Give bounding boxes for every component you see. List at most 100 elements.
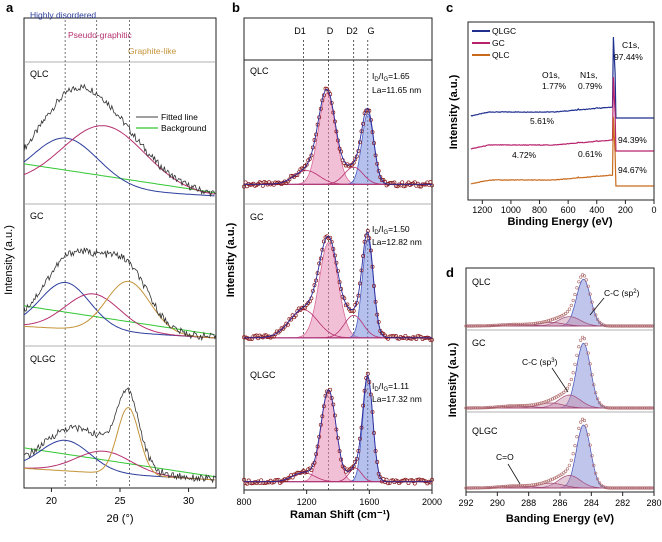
panel-d-point-QLC-10 (483, 324, 487, 328)
panel-d-point-QLGC-56 (569, 458, 573, 462)
legend-c-qlgc-label: QLGC (492, 26, 516, 36)
panel-d-point-GC-73 (601, 405, 605, 409)
panel-d-point-QLC-13 (488, 324, 493, 328)
panel-d-point-QLGC-93 (639, 486, 643, 490)
panel-d-point-GC-64 (584, 342, 588, 346)
panel-d-point-GC-27 (515, 404, 519, 408)
panel-d-point-QLC-30 (520, 322, 525, 326)
panel-d-point-QLC-11 (485, 324, 489, 328)
panel-b-point-GC-26 (282, 324, 287, 329)
panel-d-point-QLC-84 (622, 324, 626, 328)
panel-b-point-QLC-120 (430, 183, 434, 188)
panel-d-y-axis-label: Intensity (a.u.) (447, 342, 459, 417)
panel-d-point-QLGC-16 (494, 485, 498, 489)
panel-b-point-QLC-40 (304, 162, 309, 167)
band-label-g: G (367, 26, 374, 36)
sample-label-b-qlgc: QLGC (250, 370, 276, 380)
panel-d-point-QLC-6 (475, 324, 479, 328)
panel-d-point-QLC-26 (513, 322, 517, 327)
panel-d-point-QLGC-78 (610, 486, 615, 490)
c-qlgc-n1s-pct: 0.79% (578, 81, 603, 91)
panel-d-point-QLGC-70 (595, 477, 600, 481)
panel-d-point-QLGC-17 (496, 485, 500, 489)
panel-d-point-QLGC-25 (511, 484, 515, 488)
panel-b-point-GC-30 (289, 317, 293, 322)
panel-d-point-QLC-86 (626, 324, 630, 328)
panel-d-point-QLGC-39 (537, 482, 541, 486)
panel-b-point-QLC-70 (351, 160, 356, 165)
panel-d-point-QLC-93 (639, 324, 643, 328)
panel-b: D1 D D2 G QLC GC QLGC ID/IG=1.65 La=11.6… (225, 17, 442, 521)
panel-d-point-QLC-27 (515, 322, 519, 326)
panel-d-point-QLC-34 (528, 322, 532, 326)
panel-d-point-QLC-14 (490, 323, 494, 328)
panel-d-point-GC-82 (618, 406, 622, 410)
panel-a-component-QLGC-1 (24, 450, 215, 481)
panel-d-point-QLGC-61 (579, 420, 583, 424)
panel-b-point-QLC-112 (417, 184, 422, 189)
panel-b-envelope-QLC (244, 88, 432, 185)
panel-d-component-QLC-0 (466, 278, 654, 327)
panel-letter-c: c (446, 0, 453, 15)
panel-d-point-QLGC-87 (627, 486, 632, 490)
panel-d-point-QLC-39 (537, 321, 541, 325)
panel-d-point-GC-12 (487, 405, 491, 410)
panel-b-xtick-label-1: 1200 (297, 497, 317, 507)
panel-d-point-QLGC-60 (577, 426, 581, 431)
panel-b-point-GC-119 (428, 337, 433, 342)
panel-d-xtick-label-3: 286 (552, 498, 567, 508)
panel-d-point-GC-4 (471, 406, 476, 410)
panel-a-data-QLGC (23, 387, 217, 484)
panel-d-point-QLC-77 (609, 324, 613, 328)
panel-b-x-axis-label: Raman Shift (cm⁻¹) (290, 509, 390, 521)
panel-d-point-QLC-12 (487, 324, 491, 328)
c-qlgc-n1s: N1s, (580, 70, 597, 80)
panel-d-point-GC-99 (650, 406, 654, 410)
panel-a-component-GC-1 (23, 293, 215, 339)
panel-d-point-QLGC-53 (563, 469, 568, 473)
panel-d-point-QLGC-97 (646, 486, 651, 490)
panel-b-point-QLGC-18 (270, 480, 275, 485)
panel-d-point-GC-9 (481, 406, 485, 410)
panel-d-point-QLGC-41 (541, 481, 545, 485)
panel-d-point-GC-88 (629, 406, 634, 410)
panel-d-point-GC-32 (524, 403, 528, 408)
panel-d-point-QLGC-44 (547, 479, 551, 483)
panel-d-point-GC-79 (612, 406, 617, 410)
panel-d-point-QLGC-21 (503, 484, 508, 488)
panel-d-point-QLC-55 (567, 307, 572, 311)
panel-d-point-GC-65 (586, 351, 590, 355)
panel-d-point-QLC-89 (631, 324, 635, 328)
panel-d-point-QLGC-95 (642, 486, 647, 490)
panel-d-point-QLGC-99 (650, 486, 654, 490)
panel-d-point-GC-80 (614, 406, 619, 410)
panel-d-point-QLC-28 (516, 322, 521, 326)
panel-a-y-axis-label: Intensity (a.u.) (3, 225, 15, 295)
panel-d-point-GC-16 (494, 405, 498, 409)
panel-d-point-GC-70 (595, 397, 600, 401)
sample-label-d-qlc: QLC (472, 277, 491, 287)
panel-d-point-QLC-45 (548, 318, 553, 322)
panel-d-point-GC-21 (503, 404, 508, 408)
panel-d-point-QLC-46 (550, 317, 555, 322)
panel-d-point-GC-54 (565, 386, 570, 390)
panel-a-background-QLC (23, 163, 215, 194)
panel-d-point-QLC-29 (518, 322, 523, 326)
panel-d-point-GC-69 (594, 391, 598, 395)
panel-d-point-QLGC-11 (485, 486, 489, 490)
panel-d-point-GC-36 (532, 403, 536, 407)
panel-a-component-QLC-0 (23, 137, 215, 197)
c-qlc-c1s-pct: 94.67% (618, 165, 647, 175)
panel-d-point-QLC-32 (524, 322, 528, 326)
panel-b-point-QLC-33 (293, 173, 298, 178)
c-qlgc-o1s: O1s, (542, 70, 560, 80)
panel-d-point-QLGC-22 (505, 484, 510, 488)
panel-d-point-QLGC-71 (597, 481, 602, 485)
panel-d-point-QLC-2 (468, 324, 472, 328)
panel-d-point-QLC-70 (595, 317, 600, 321)
panel-d-point-GC-20 (502, 404, 506, 409)
panel-d-point-QLC-90 (633, 324, 637, 328)
panel-d-point-GC-3 (470, 406, 474, 410)
panel-a: Highly disordered Pseudo-graphitic Graph… (3, 10, 217, 525)
panel-d-point-QLGC-29 (518, 484, 523, 488)
